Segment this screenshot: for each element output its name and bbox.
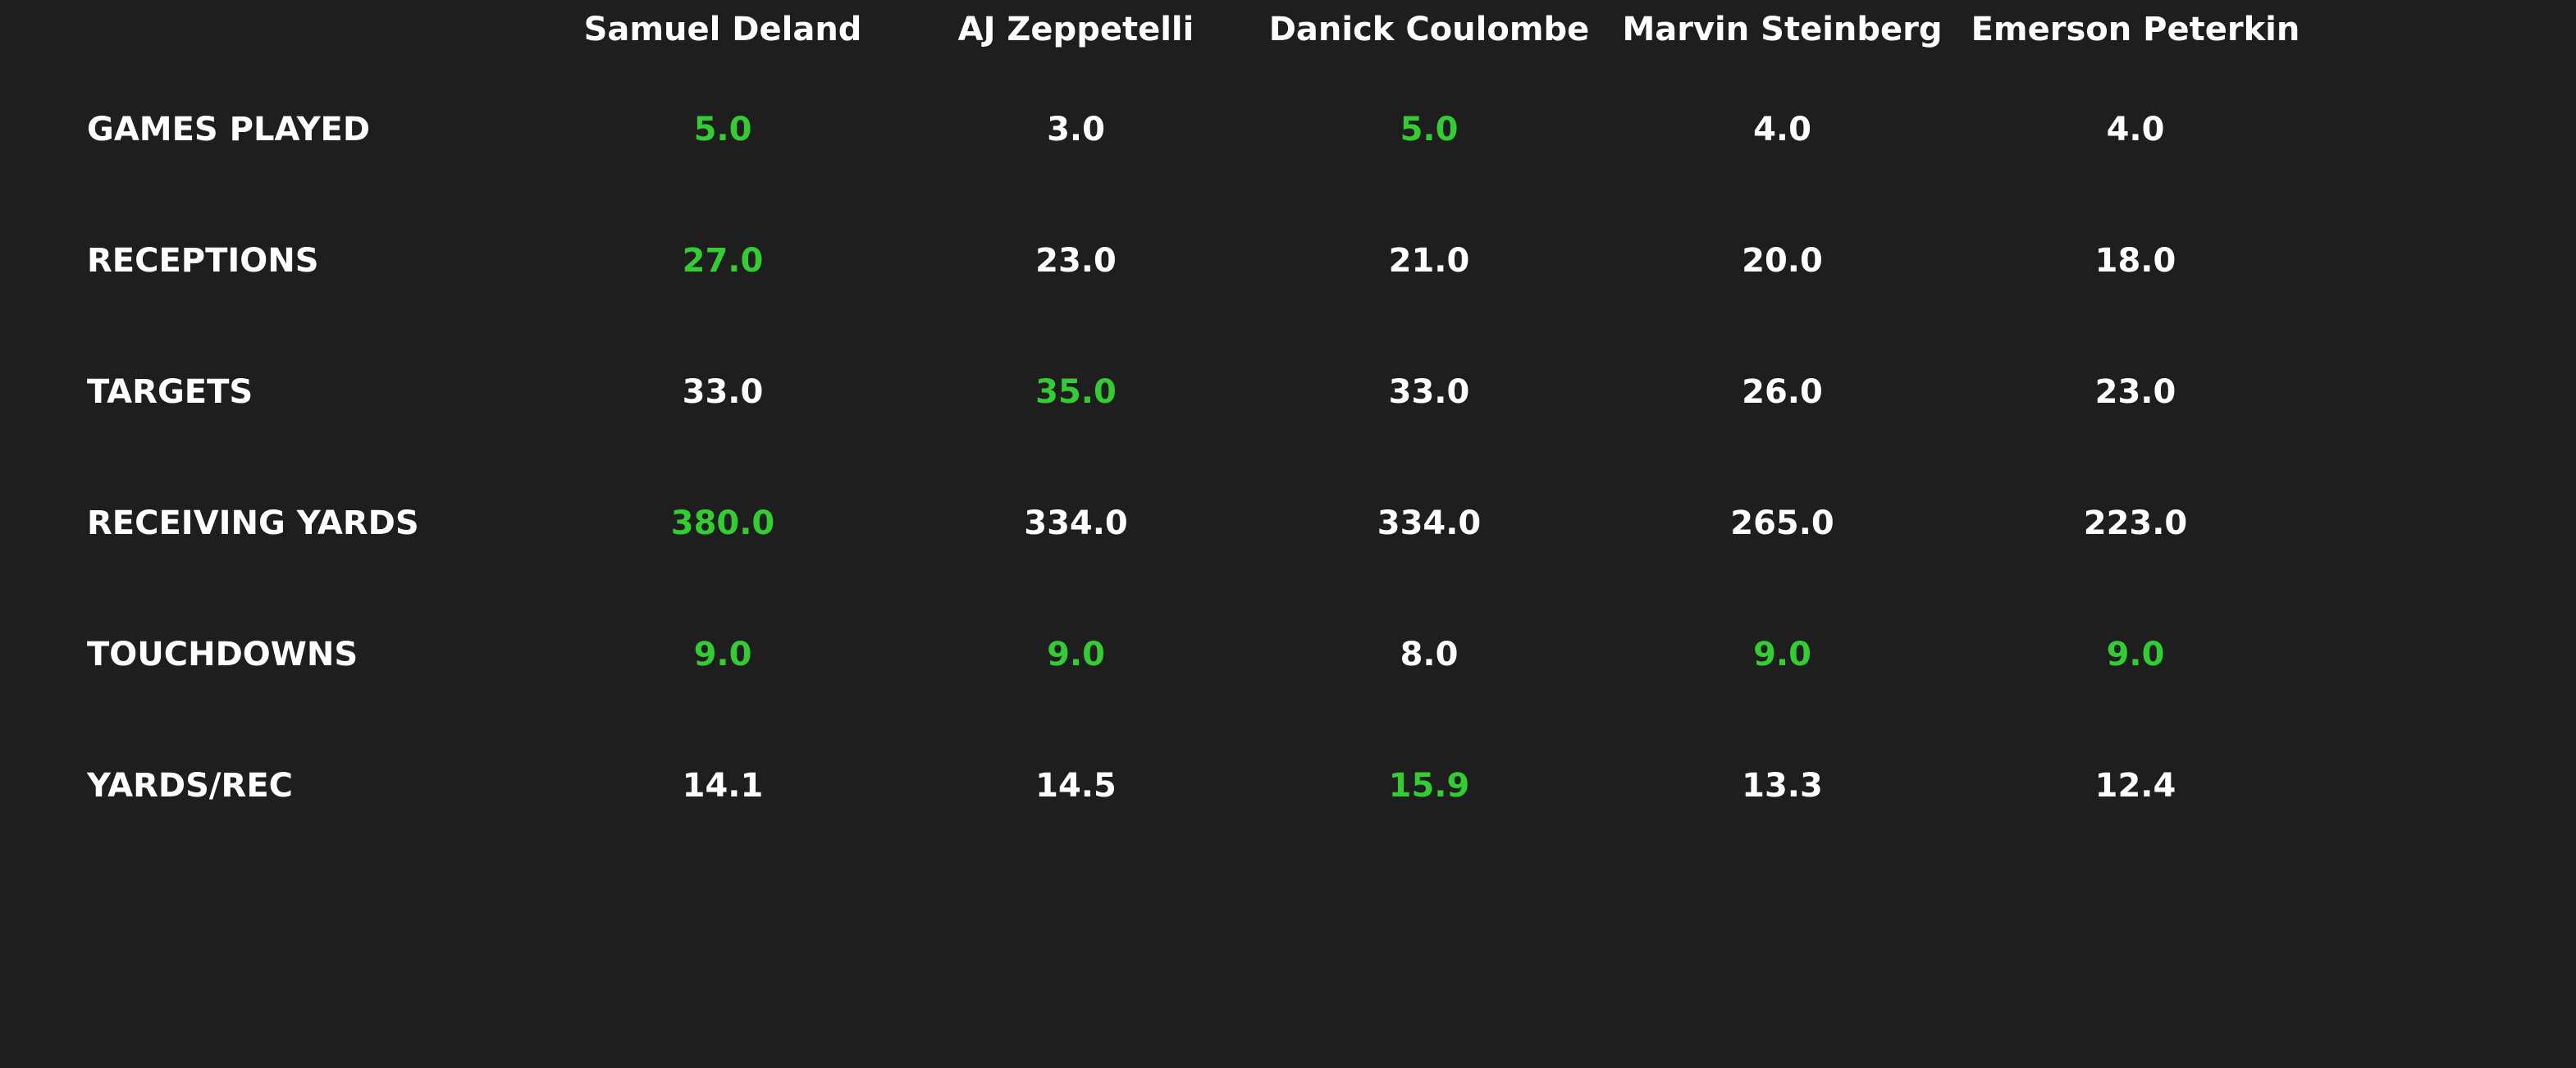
cell-value: 9.0	[694, 636, 752, 673]
cell-value: 4.0	[2107, 111, 2165, 148]
column-header: AJ Zeppetelli	[958, 11, 1194, 48]
cell-value: 5.0	[1400, 111, 1459, 148]
cell-value: 3.0	[1047, 111, 1105, 148]
cell-value: 380.0	[671, 504, 775, 542]
cell-value: 334.0	[1024, 504, 1128, 542]
cell-value: 5.0	[694, 111, 752, 148]
cell-value: 14.1	[683, 767, 764, 805]
cell-value: 20.0	[1742, 242, 1823, 280]
row-label: TOUCHDOWNS	[87, 636, 358, 673]
cell-value: 21.0	[1389, 242, 1470, 280]
row-label: GAMES PLAYED	[87, 111, 370, 148]
cell-value: 223.0	[2084, 504, 2188, 542]
cell-value: 265.0	[1730, 504, 1834, 542]
cell-value: 14.5	[1035, 767, 1117, 805]
column-header: Samuel Deland	[584, 11, 862, 48]
cell-value: 23.0	[2095, 373, 2176, 411]
column-header: Marvin Steinberg	[1622, 11, 1942, 48]
cell-value: 8.0	[1400, 636, 1459, 673]
cell-value: 18.0	[2095, 242, 2176, 280]
cell-value: 9.0	[2107, 636, 2165, 673]
column-header: Danick Coulombe	[1269, 11, 1590, 48]
row-label: RECEPTIONS	[87, 242, 319, 280]
cell-value: 27.0	[683, 242, 764, 280]
cell-value: 13.3	[1742, 767, 1823, 805]
cell-value: 4.0	[1753, 111, 1811, 148]
row-label: YARDS/REC	[86, 767, 293, 805]
cell-value: 33.0	[683, 373, 764, 411]
cell-value: 23.0	[1035, 242, 1117, 280]
cell-value: 9.0	[1047, 636, 1105, 673]
column-header: Emerson Peterkin	[1971, 11, 2300, 48]
cell-value: 35.0	[1035, 373, 1117, 411]
cell-value: 9.0	[1753, 636, 1811, 673]
row-label: RECEIVING YARDS	[87, 504, 419, 542]
row-label: TARGETS	[87, 373, 253, 411]
cell-value: 26.0	[1742, 373, 1823, 411]
cell-value: 334.0	[1377, 504, 1482, 542]
cell-value: 12.4	[2095, 767, 2176, 805]
cell-value: 15.9	[1389, 767, 1470, 805]
cell-value: 33.0	[1389, 373, 1470, 411]
